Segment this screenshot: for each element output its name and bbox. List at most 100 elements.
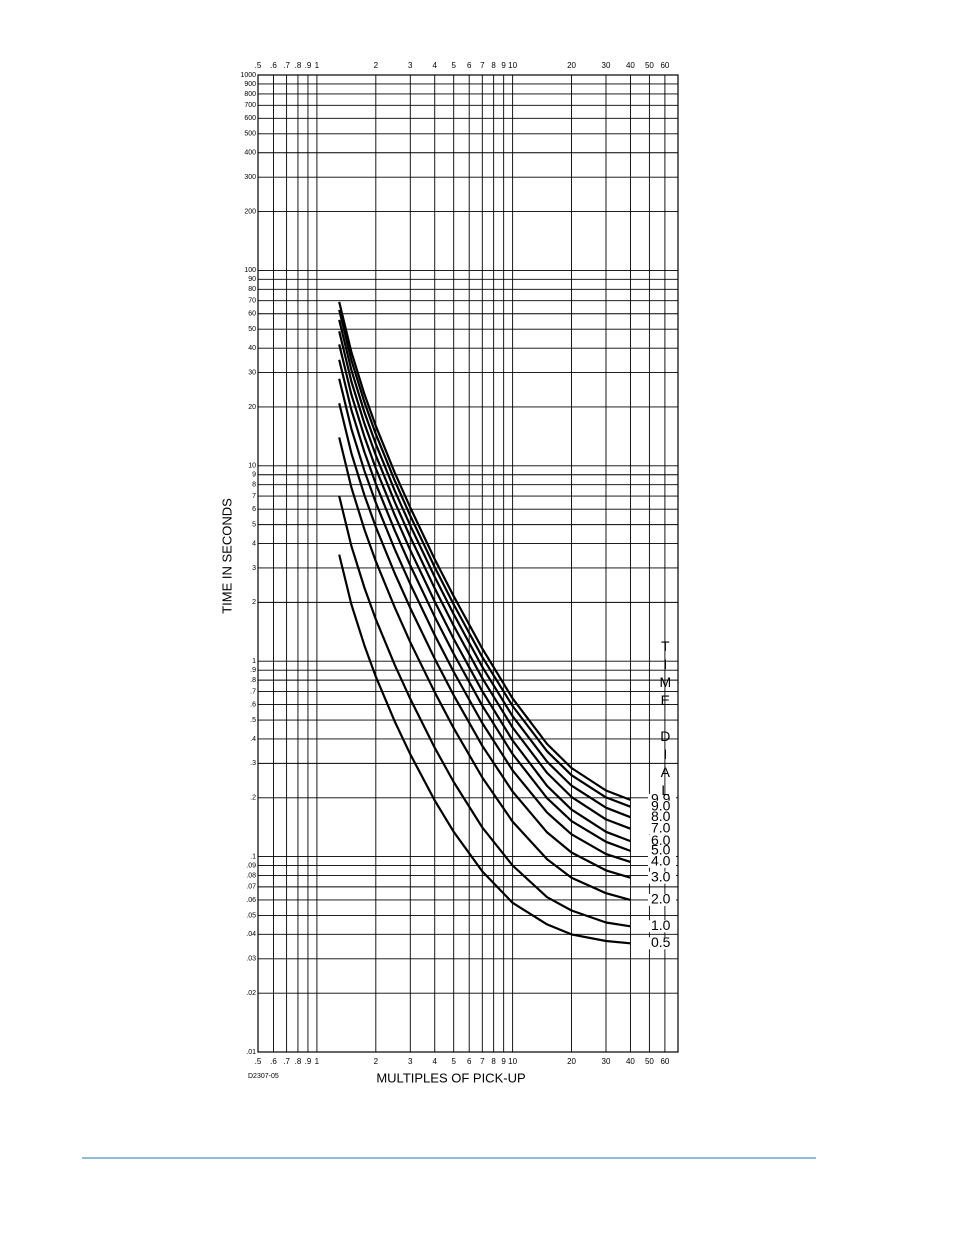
dial-label: 2.0 — [651, 891, 671, 907]
x-tick-label-bottom: 20 — [567, 1057, 576, 1066]
x-axis-title: MULTIPLES OF PICK-UP — [376, 1070, 525, 1085]
figure-code: D2307-05 — [248, 1073, 279, 1080]
y-tick-label: 3 — [252, 565, 256, 572]
y-tick-label: 80 — [248, 286, 256, 293]
dial-curve — [338, 495, 631, 928]
y-tick-label: 800 — [244, 91, 256, 98]
dial-label-bg — [648, 920, 676, 933]
dial-curve — [338, 359, 631, 852]
dial-label-bg — [648, 835, 676, 848]
x-tick-label-bottom: .9 — [305, 1057, 312, 1066]
x-tick-label-bottom: 1 — [315, 1057, 320, 1066]
dial-curve — [338, 309, 631, 808]
x-tick-label-top: 40 — [626, 61, 635, 70]
x-tick-label-top: 60 — [660, 61, 669, 70]
y-tick-label: .1 — [250, 853, 256, 860]
dial-curve — [338, 344, 631, 843]
legend-title: TIME DIAL — [657, 638, 673, 800]
dial-label: 8.0 — [651, 808, 671, 824]
y-tick-label: 700 — [244, 102, 256, 109]
y-tick-label: 30 — [248, 369, 256, 376]
x-tick-label-top: 2 — [374, 61, 379, 70]
x-tick-label-bottom: 5 — [451, 1057, 456, 1066]
y-tick-label: 5 — [252, 521, 256, 528]
dial-label: 6.0 — [651, 832, 671, 848]
y-tick-label: .2 — [250, 795, 256, 802]
x-tick-label-top: 5 — [451, 61, 456, 70]
y-tick-label: 8 — [252, 482, 256, 489]
dial-label-bg — [648, 937, 676, 950]
dial-curve — [338, 331, 631, 830]
y-tick-label: 900 — [244, 81, 256, 88]
y-tick-label: 1 — [252, 658, 256, 665]
x-tick-label-top: 20 — [567, 61, 576, 70]
y-tick-label: 600 — [244, 115, 256, 122]
dial-label-bg — [648, 800, 676, 813]
dial-label-bg — [648, 855, 676, 868]
y-tick-label: .9 — [250, 667, 256, 674]
y-tick-label: 10 — [248, 463, 256, 470]
dial-curve — [338, 301, 631, 801]
y-tick-label: .02 — [246, 990, 256, 997]
y-tick-label: .09 — [246, 862, 256, 869]
dial-curve — [338, 378, 631, 863]
x-tick-label-bottom: 6 — [467, 1057, 472, 1066]
x-tick-label-top: .8 — [295, 61, 302, 70]
y-tick-label: .07 — [246, 884, 256, 891]
y-tick-label: .3 — [250, 760, 256, 767]
dial-label-bg — [648, 822, 676, 835]
dial-label: 3.0 — [651, 868, 671, 884]
y-tick-label: 9 — [252, 472, 256, 479]
y-tick-label: 90 — [248, 276, 256, 283]
dial-curve — [338, 319, 631, 819]
y-tick-label: .7 — [250, 688, 256, 695]
x-tick-label-top: 6 — [467, 61, 472, 70]
x-tick-label-bottom: 7 — [480, 1057, 485, 1066]
x-tick-label-top: 1 — [315, 61, 320, 70]
x-tick-label-top: 50 — [645, 61, 654, 70]
y-axis-title: TIME IN SECONDS — [219, 498, 234, 614]
x-tick-label-top: 8 — [491, 61, 496, 70]
x-tick-label-top: .6 — [270, 61, 277, 70]
dial-curve — [338, 437, 631, 901]
x-tick-label-top: 4 — [433, 61, 438, 70]
x-tick-label-bottom: 9 — [501, 1057, 506, 1066]
x-tick-label-bottom: 4 — [433, 1057, 438, 1066]
dial-label-bg — [648, 844, 676, 857]
dial-label-bg — [648, 893, 676, 906]
y-tick-label: 6 — [252, 506, 256, 513]
dial-label: 0.5 — [651, 934, 671, 950]
plot-frame — [257, 74, 679, 1053]
y-tick-label: 20 — [248, 404, 256, 411]
x-tick-label-top: 7 — [480, 61, 485, 70]
x-tick-label-bottom: .6 — [270, 1057, 277, 1066]
y-tick-label: .04 — [246, 931, 256, 938]
x-tick-label-top: .9 — [305, 61, 312, 70]
x-tick-label-bottom: 3 — [408, 1057, 413, 1066]
y-tick-label: 2 — [252, 599, 256, 606]
y-tick-label: 500 — [244, 131, 256, 138]
y-tick-label: 4 — [252, 540, 256, 547]
x-tick-label-bottom: 2 — [374, 1057, 379, 1066]
y-tick-label: .4 — [250, 736, 256, 743]
x-tick-label-bottom: 40 — [626, 1057, 635, 1066]
x-tick-label-top: 30 — [602, 61, 611, 70]
x-tick-label-top: 10 — [508, 61, 517, 70]
x-tick-label-bottom: 8 — [491, 1057, 496, 1066]
y-tick-label: 1000 — [240, 72, 256, 79]
dial-label-bg — [648, 811, 676, 824]
y-tick-label: .6 — [250, 701, 256, 708]
x-tick-label-bottom: 10 — [508, 1057, 517, 1066]
x-tick-label-bottom: .7 — [283, 1057, 290, 1066]
dial-curve — [338, 402, 631, 879]
y-tick-label: 50 — [248, 326, 256, 333]
x-tick-label-bottom: .8 — [295, 1057, 302, 1066]
y-tick-label: 400 — [244, 150, 256, 157]
x-tick-label-top: .5 — [255, 61, 262, 70]
dial-label: 7.0 — [651, 819, 671, 835]
x-tick-label-bottom: .5 — [255, 1057, 262, 1066]
dial-label: 5.0 — [651, 842, 671, 858]
x-tick-label-top: 3 — [408, 61, 413, 70]
x-tick-label-bottom: 50 — [645, 1057, 654, 1066]
